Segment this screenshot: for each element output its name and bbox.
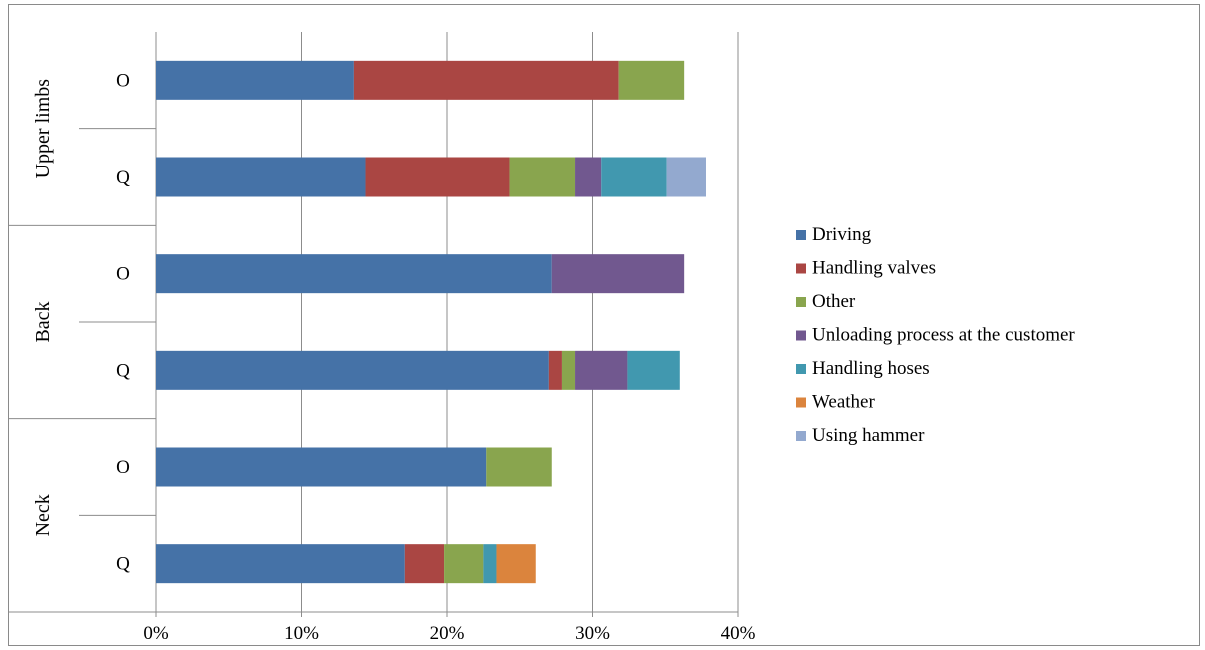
row-label: O [116, 264, 130, 285]
legend-label: Using hammer [812, 425, 925, 446]
bar-segment [156, 157, 366, 197]
legend-swatch [796, 397, 806, 408]
x-tick-label: 10% [284, 623, 319, 644]
bar-segment [575, 350, 628, 390]
legend-swatch [796, 330, 806, 341]
bar-segment [548, 350, 562, 390]
bar-segment [483, 544, 497, 584]
row-label: Q [116, 167, 130, 188]
legend-label: Handling hoses [812, 358, 930, 379]
legend-label: Unloading process at the customer [812, 325, 1075, 346]
x-tick-label: 40% [721, 623, 756, 644]
bar-segment [365, 157, 510, 197]
legend-swatch [796, 431, 806, 441]
bar-segment [575, 157, 602, 197]
bar-segment [156, 350, 549, 390]
x-tick-label: 20% [430, 623, 465, 644]
bar-segment [496, 544, 536, 584]
legend-swatch [796, 230, 806, 240]
legend-label: Other [812, 291, 856, 312]
bar-segment [618, 60, 685, 100]
x-tick-label: 30% [575, 623, 610, 644]
row-label: Q [116, 360, 130, 381]
bar-segment [551, 254, 685, 294]
bar-segment [156, 447, 487, 487]
legend-swatch [796, 364, 806, 374]
legend-label: Weather [812, 392, 875, 413]
bar-segment [353, 60, 619, 100]
legend-label: Driving [812, 224, 872, 245]
bar-segment [601, 157, 667, 197]
legend-swatch [796, 263, 806, 274]
row-label: O [116, 457, 130, 478]
bar-segment [561, 350, 576, 390]
group-label: Back [32, 301, 54, 342]
bar-segment [156, 254, 552, 294]
row-label: O [116, 70, 130, 91]
bar-segment [486, 447, 552, 487]
chart-frame: 0% 10% 20% 30% 40% Upper limbs Back Neck O Q O Q O Q D… [8, 4, 1200, 646]
bar-segment [666, 157, 706, 197]
legend-swatch [796, 297, 806, 307]
bar-segment [156, 544, 405, 584]
bar-segment [509, 157, 576, 197]
row-label: Q [116, 554, 130, 575]
bar-segment [404, 544, 445, 584]
bar-segment [627, 350, 680, 390]
bar-segment [444, 544, 484, 584]
x-tick-label: 0% [143, 623, 169, 644]
group-label: Upper limbs [32, 79, 54, 179]
bar-segment [156, 60, 354, 100]
stacked-bar-chart: 0% 10% 20% 30% 40% Upper limbs Back Neck O Q O Q O Q D… [9, 32, 1075, 644]
legend-label: Handling valves [812, 258, 936, 279]
group-label: Neck [32, 494, 54, 536]
